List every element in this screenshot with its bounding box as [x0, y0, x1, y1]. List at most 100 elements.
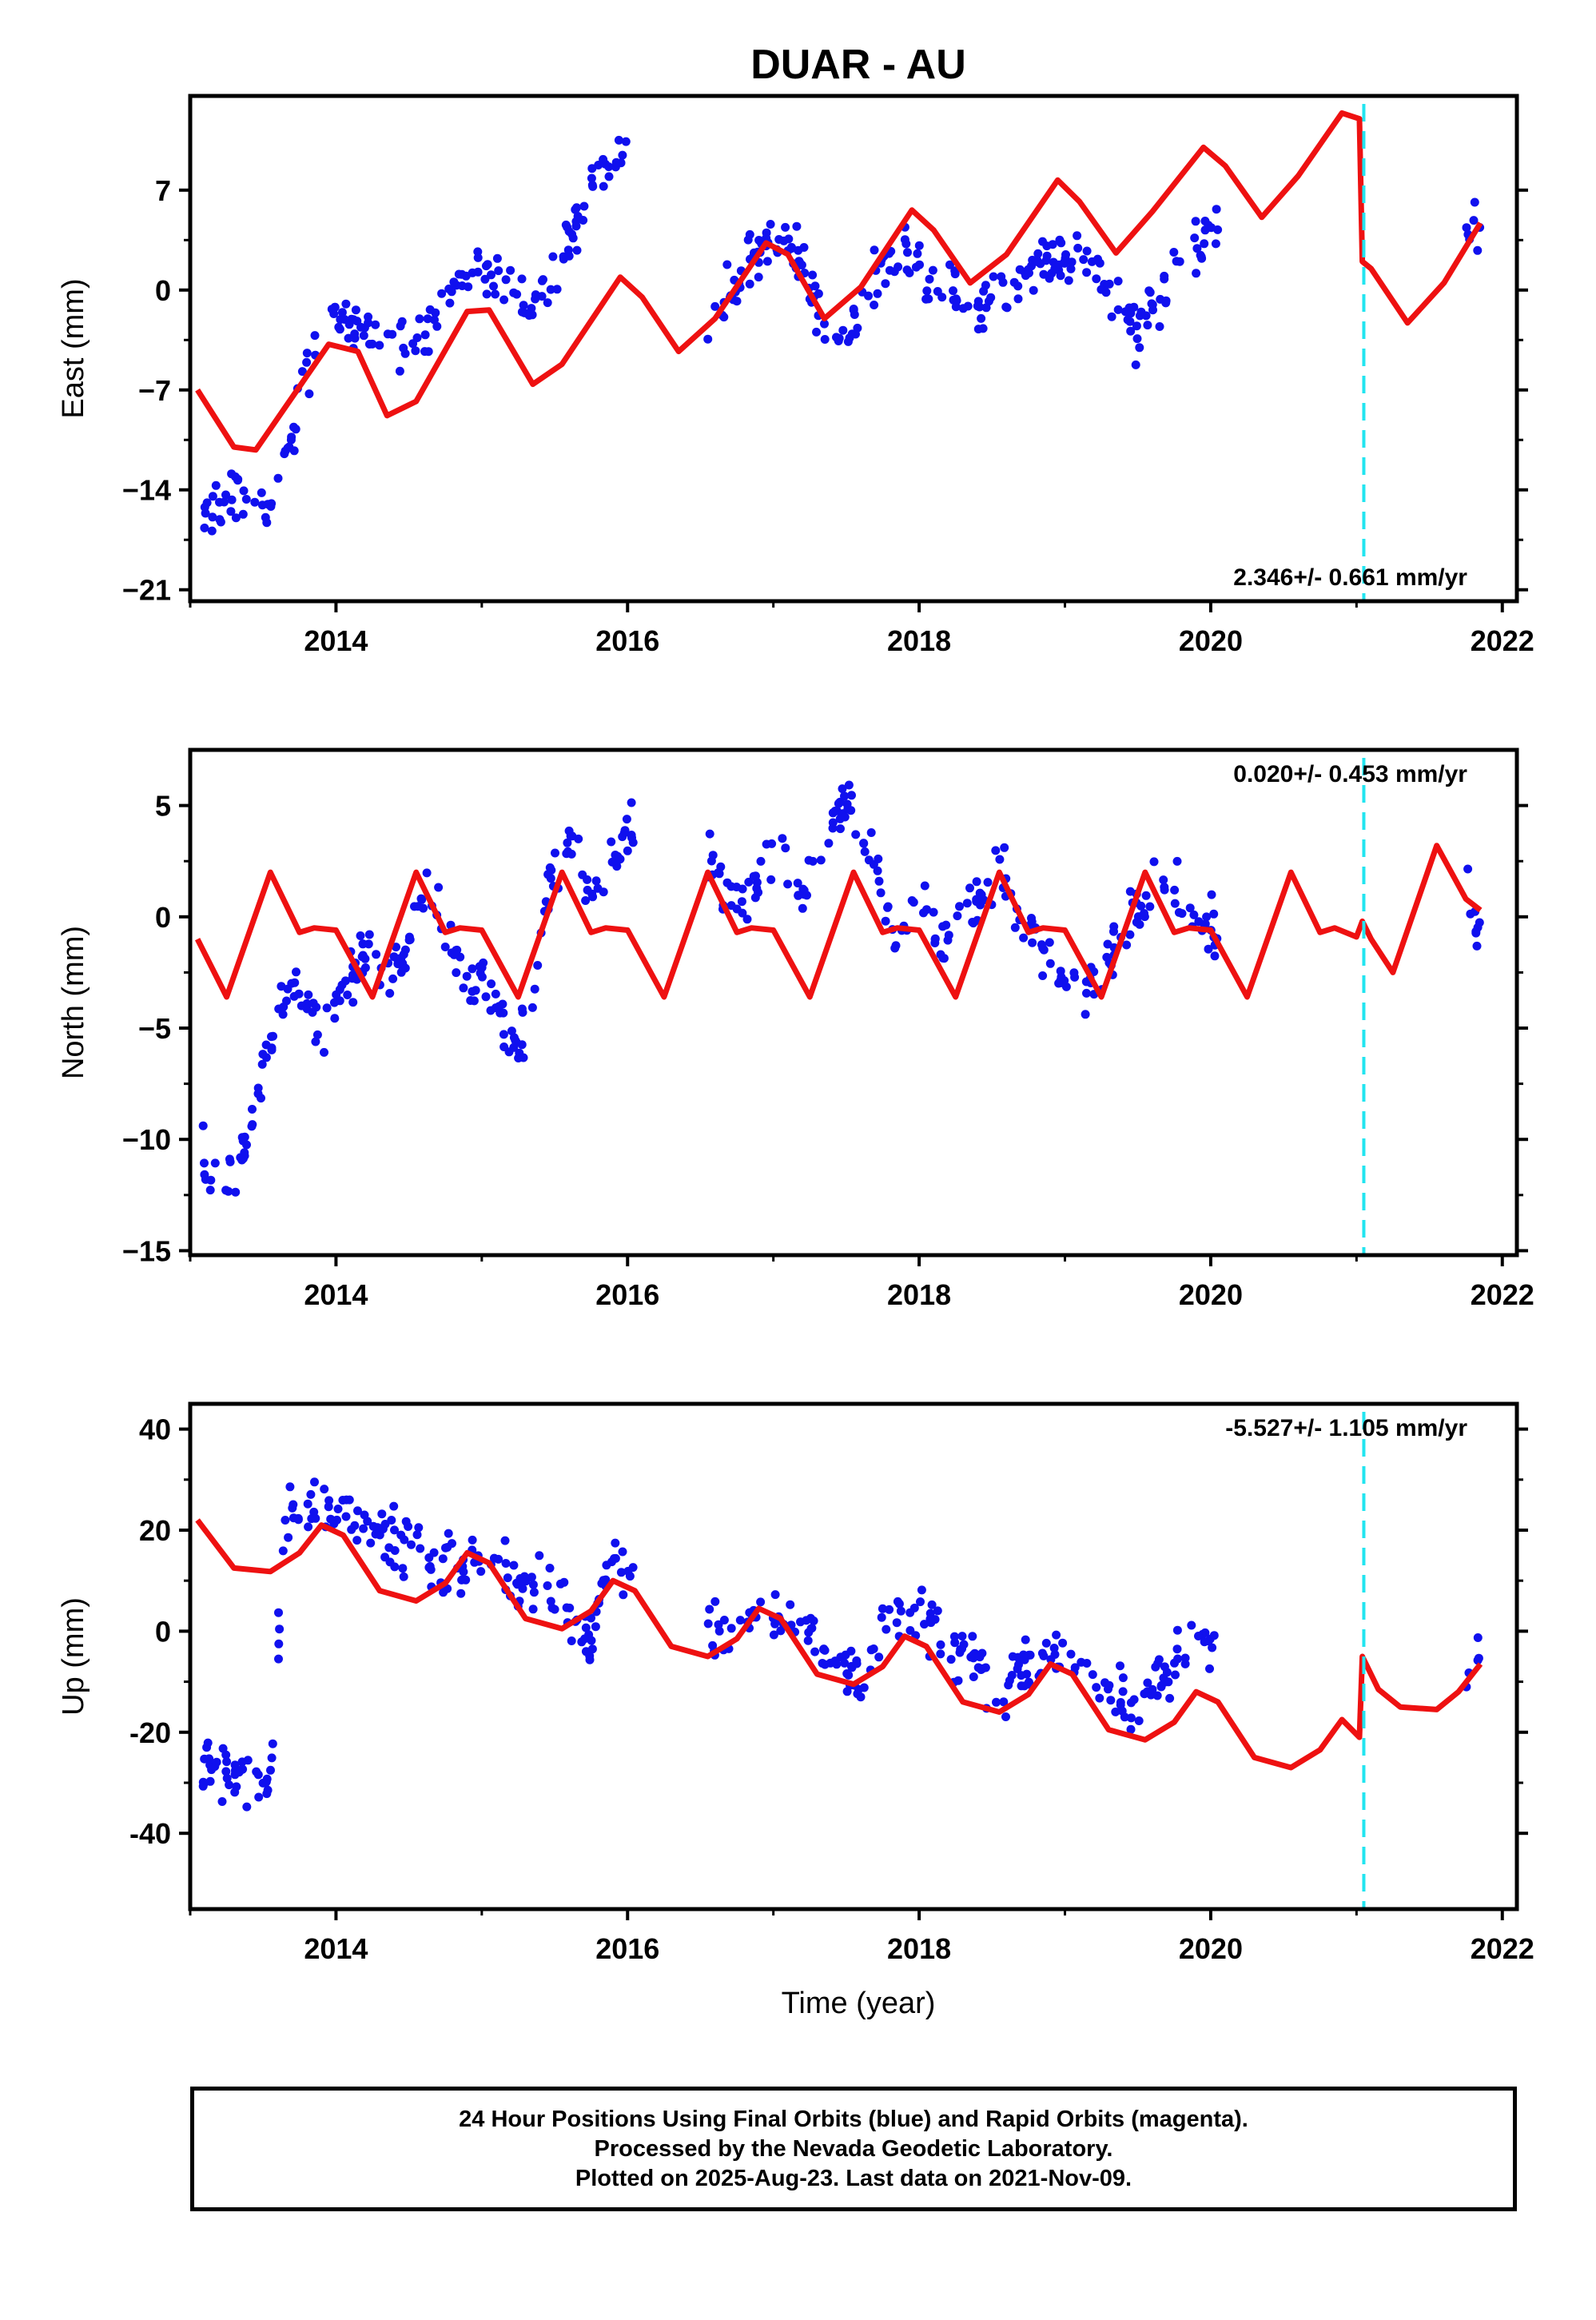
up-data-point	[1037, 1648, 1047, 1658]
up-data-point	[1041, 1638, 1051, 1648]
east-data-point	[364, 318, 373, 328]
east-data-point	[1132, 334, 1142, 344]
north-data-point	[477, 963, 487, 972]
up-data-point	[252, 1767, 261, 1776]
north-data-point	[277, 982, 286, 991]
up-data-point	[360, 1510, 369, 1520]
north-data-point	[287, 979, 297, 988]
north-data-point	[507, 1026, 516, 1036]
north-data-point	[975, 888, 985, 898]
up-data-point	[735, 1616, 745, 1625]
east-data-point	[415, 314, 424, 324]
east-data-point	[998, 277, 1008, 287]
up-data-point	[1172, 1644, 1182, 1654]
east-data-point	[473, 253, 483, 262]
east-y-tick-label: 0	[155, 274, 171, 307]
plot-canvas: DUAR - AU −21 −14 −7 0 7 2014 2016 2018 2020 2022…	[57, 42, 1534, 2020]
up-data-point	[917, 1585, 926, 1595]
north-data-point	[231, 1187, 241, 1197]
east-data-point	[289, 422, 298, 432]
north-data-point	[356, 931, 365, 940]
up-data-point	[221, 1750, 231, 1760]
up-data-point	[1046, 1655, 1056, 1664]
north-data-point	[778, 834, 787, 843]
north-data-point	[591, 876, 601, 886]
up-data-point	[874, 1652, 884, 1662]
east-data-point	[537, 276, 547, 285]
east-data-point	[621, 137, 631, 146]
north-data-point	[1136, 901, 1146, 911]
north-data-point	[866, 828, 876, 837]
east-data-point	[397, 317, 407, 326]
up-data-point	[293, 1515, 303, 1525]
east-data-point	[1013, 281, 1023, 291]
north-data-point	[1466, 909, 1475, 919]
north-data-point	[798, 903, 807, 913]
east-data-point	[280, 449, 289, 459]
east-x-tick-label: 2014	[304, 624, 368, 657]
up-data-point	[443, 1543, 452, 1552]
east-data-point	[588, 181, 598, 191]
east-data-point	[239, 486, 249, 496]
north-data-point	[847, 791, 856, 800]
north-data-point	[312, 1030, 322, 1039]
up-data-point	[1134, 1716, 1144, 1725]
up-data-point	[237, 1757, 247, 1767]
up-data-point	[916, 1597, 925, 1607]
north-data-point	[874, 876, 884, 886]
east-data-point	[1039, 269, 1049, 279]
north-data-point	[481, 992, 491, 1002]
north-data-point	[198, 1121, 208, 1130]
up-data-point	[1194, 1632, 1203, 1640]
east-data-point	[808, 270, 818, 280]
east-data-point	[1073, 243, 1083, 253]
up-data-point	[217, 1797, 227, 1806]
up-data-point	[1004, 1680, 1013, 1690]
up-data-point	[581, 1623, 591, 1632]
east-data-point	[911, 262, 921, 272]
up-data-point	[844, 1670, 854, 1680]
east-data-point	[1060, 258, 1069, 268]
east-data-point	[1470, 197, 1479, 207]
east-data-point	[710, 301, 720, 311]
up-data-point	[1106, 1696, 1116, 1705]
up-data-point	[936, 1649, 945, 1659]
east-data-point	[302, 357, 312, 367]
up-data-point	[981, 1663, 990, 1672]
north-data-point	[533, 961, 543, 970]
east-data-point	[517, 307, 527, 317]
east-data-point	[420, 330, 430, 340]
up-data-point	[461, 1575, 471, 1585]
up-data-point	[284, 1533, 293, 1542]
up-data-point	[587, 1636, 596, 1645]
east-data-point	[864, 291, 873, 301]
up-data-point	[559, 1577, 569, 1587]
up-data-point	[802, 1616, 811, 1625]
up-data-point	[955, 1648, 965, 1657]
east-data-point	[881, 279, 890, 289]
east-data-point	[202, 498, 212, 508]
east-data-point	[215, 497, 224, 507]
up-data-point	[1092, 1683, 1101, 1692]
east-data-point	[579, 201, 589, 211]
east-data-point	[423, 314, 432, 324]
up-data-point	[439, 1588, 448, 1597]
east-data-point	[1191, 217, 1200, 226]
north-data-point	[1209, 909, 1219, 919]
east-data-point	[1144, 286, 1154, 296]
up-y-tick-label: -20	[129, 1716, 171, 1749]
north-data-point	[487, 979, 496, 989]
north-data-point	[851, 830, 861, 839]
up-data-point	[866, 1645, 876, 1655]
up-y-tick-label: 20	[139, 1514, 171, 1547]
east-data-point	[1082, 246, 1092, 256]
east-data-point	[820, 319, 829, 329]
north-data-point	[400, 945, 410, 955]
east-data-point	[838, 325, 848, 335]
east-data-point	[454, 269, 464, 279]
north-y-tick-label: −5	[138, 1012, 171, 1045]
east-data-point	[573, 212, 583, 221]
east-data-point	[1211, 239, 1220, 249]
up-data-point	[500, 1536, 510, 1545]
north-data-point	[1039, 945, 1049, 955]
